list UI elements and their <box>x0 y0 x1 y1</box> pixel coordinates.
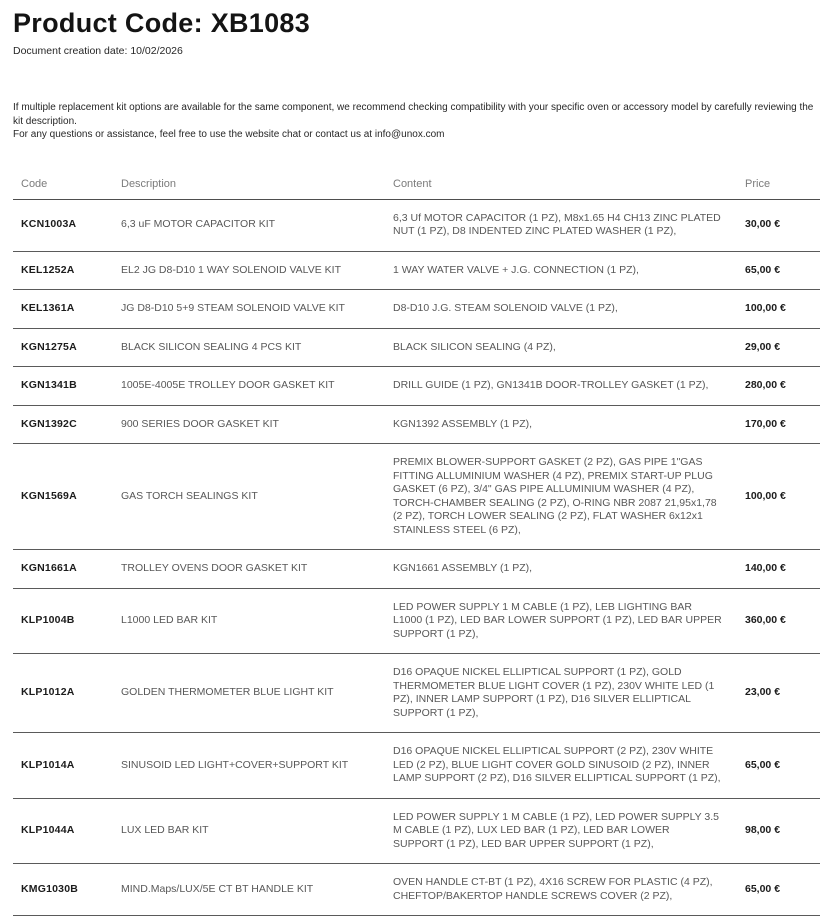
row-description: GAS TORCH SEALINGS KIT <box>113 444 385 550</box>
row-price: 65,00 € <box>737 864 820 916</box>
table-header: Code Description Content Price <box>13 170 820 200</box>
row-description: TROLLEY OVENS DOOR GASKET KIT <box>113 550 385 589</box>
row-content: D16 OPAQUE NICKEL ELLIPTICAL SUPPORT (2 … <box>385 733 737 799</box>
row-price: 30,00 € <box>737 199 820 251</box>
row-content: PREMIX BLOWER-SUPPORT GASKET (2 PZ), GAS… <box>385 444 737 550</box>
table-row: KGN1569A GAS TORCH SEALINGS KIT PREMIX B… <box>13 444 820 550</box>
table-row: KEL1361A JG D8-D10 5+9 STEAM SOLENOID VA… <box>13 290 820 329</box>
row-description: JG D8-D10 5+9 STEAM SOLENOID VALVE KIT <box>113 290 385 329</box>
row-description: MIND.Maps/LUX/5E CT BT HANDLE KIT <box>113 864 385 916</box>
row-content: D8-D10 J.G. STEAM SOLENOID VALVE (1 PZ), <box>385 290 737 329</box>
column-header-description: Description <box>113 170 385 200</box>
row-description: 6,3 uF MOTOR CAPACITOR KIT <box>113 199 385 251</box>
row-code: KCN1003A <box>13 199 113 251</box>
row-description: GOLDEN THERMOMETER BLUE LIGHT KIT <box>113 654 385 733</box>
column-header-code: Code <box>13 170 113 200</box>
table-row: KEL1252A EL2 JG D8-D10 1 WAY SOLENOID VA… <box>13 251 820 290</box>
row-code: KEL1361A <box>13 290 113 329</box>
table-row: KGN1661A TROLLEY OVENS DOOR GASKET KIT K… <box>13 550 820 589</box>
replacement-kit-table: Code Description Content Price KCN1003A … <box>13 170 820 916</box>
table-row: KGN1392C 900 SERIES DOOR GASKET KIT KGN1… <box>13 405 820 444</box>
row-code: KMG1030B <box>13 864 113 916</box>
row-content: BLACK SILICON SEALING (4 PZ), <box>385 328 737 367</box>
row-code: KGN1661A <box>13 550 113 589</box>
row-description: EL2 JG D8-D10 1 WAY SOLENOID VALVE KIT <box>113 251 385 290</box>
row-code: KEL1252A <box>13 251 113 290</box>
table-row: KGN1275A BLACK SILICON SEALING 4 PCS KIT… <box>13 328 820 367</box>
row-content: 6,3 Uf MOTOR CAPACITOR (1 PZ), M8x1.65 H… <box>385 199 737 251</box>
row-price: 23,00 € <box>737 654 820 733</box>
row-price: 65,00 € <box>737 251 820 290</box>
row-code: KGN1569A <box>13 444 113 550</box>
row-code: KLP1044A <box>13 798 113 864</box>
compatibility-notice: If multiple replacement kit options are … <box>13 101 820 142</box>
notice-line-2: For any questions or assistance, feel fr… <box>13 128 820 142</box>
row-price: 98,00 € <box>737 798 820 864</box>
page-title: Product Code: XB1083 <box>13 8 820 39</box>
row-content: 1 WAY WATER VALVE + J.G. CONNECTION (1 P… <box>385 251 737 290</box>
row-code: KLP1004B <box>13 588 113 654</box>
notice-line-1: If multiple replacement kit options are … <box>13 101 820 128</box>
table-row: KLP1044A LUX LED BAR KIT LED POWER SUPPL… <box>13 798 820 864</box>
row-description: SINUSOID LED LIGHT+COVER+SUPPORT KIT <box>113 733 385 799</box>
row-content: KGN1392 ASSEMBLY (1 PZ), <box>385 405 737 444</box>
row-description: LUX LED BAR KIT <box>113 798 385 864</box>
row-content: DRILL GUIDE (1 PZ), GN1341B DOOR-TROLLEY… <box>385 367 737 406</box>
row-price: 170,00 € <box>737 405 820 444</box>
table-row: KGN1341B 1005E-4005E TROLLEY DOOR GASKET… <box>13 367 820 406</box>
row-code: KLP1014A <box>13 733 113 799</box>
column-header-price: Price <box>737 170 820 200</box>
row-price: 360,00 € <box>737 588 820 654</box>
row-price: 100,00 € <box>737 444 820 550</box>
row-content: LED POWER SUPPLY 1 M CABLE (1 PZ), LEB L… <box>385 588 737 654</box>
row-code: KLP1012A <box>13 654 113 733</box>
row-code: KGN1275A <box>13 328 113 367</box>
table-row: KLP1012A GOLDEN THERMOMETER BLUE LIGHT K… <box>13 654 820 733</box>
row-price: 29,00 € <box>737 328 820 367</box>
row-description: BLACK SILICON SEALING 4 PCS KIT <box>113 328 385 367</box>
row-description: L1000 LED BAR KIT <box>113 588 385 654</box>
row-price: 65,00 € <box>737 733 820 799</box>
row-content: KGN1661 ASSEMBLY (1 PZ), <box>385 550 737 589</box>
document-creation-date: Document creation date: 10/02/2026 <box>13 45 820 57</box>
table-row: KMG1030B MIND.Maps/LUX/5E CT BT HANDLE K… <box>13 864 820 916</box>
row-price: 280,00 € <box>737 367 820 406</box>
table-body: KCN1003A 6,3 uF MOTOR CAPACITOR KIT 6,3 … <box>13 199 820 916</box>
row-price: 100,00 € <box>737 290 820 329</box>
row-price: 140,00 € <box>737 550 820 589</box>
row-content: LED POWER SUPPLY 1 M CABLE (1 PZ), LED P… <box>385 798 737 864</box>
table-row: KLP1004B L1000 LED BAR KIT LED POWER SUP… <box>13 588 820 654</box>
table-row: KLP1014A SINUSOID LED LIGHT+COVER+SUPPOR… <box>13 733 820 799</box>
row-code: KGN1392C <box>13 405 113 444</box>
row-content: D16 OPAQUE NICKEL ELLIPTICAL SUPPORT (1 … <box>385 654 737 733</box>
column-header-content: Content <box>385 170 737 200</box>
table-row: KCN1003A 6,3 uF MOTOR CAPACITOR KIT 6,3 … <box>13 199 820 251</box>
row-description: 900 SERIES DOOR GASKET KIT <box>113 405 385 444</box>
row-description: 1005E-4005E TROLLEY DOOR GASKET KIT <box>113 367 385 406</box>
row-content: OVEN HANDLE CT-BT (1 PZ), 4X16 SCREW FOR… <box>385 864 737 916</box>
row-code: KGN1341B <box>13 367 113 406</box>
